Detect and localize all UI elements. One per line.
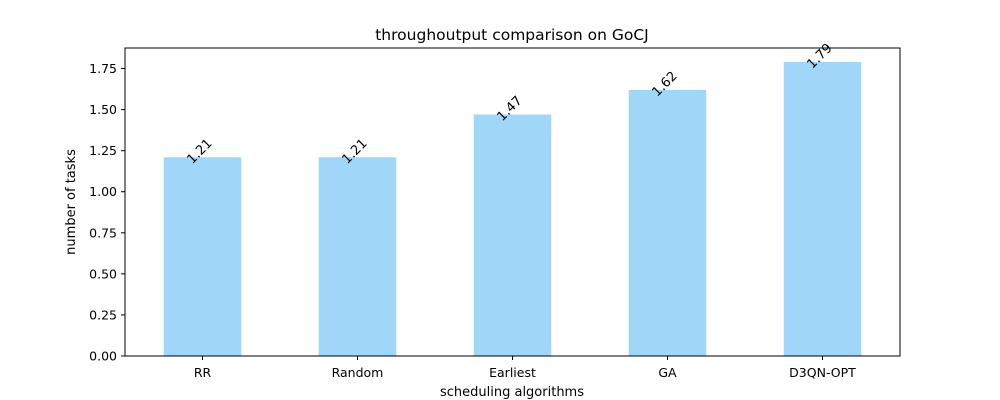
x-tick-label: Random — [332, 365, 384, 380]
bars-group — [163, 61, 862, 356]
y-tick-label: 0.00 — [89, 349, 117, 364]
y-tick-label: 1.50 — [89, 102, 117, 117]
x-tick-label: GA — [658, 365, 677, 380]
bar-rr — [163, 157, 242, 356]
bar-d3qn-opt — [783, 61, 862, 356]
x-tick-label: Earliest — [489, 365, 536, 380]
x-axis: RR Random Earliest GA D3QN-OPT — [194, 356, 856, 380]
x-tick-label: D3QN-OPT — [789, 365, 856, 380]
x-tick-label: RR — [194, 365, 212, 380]
y-tick-label: 1.75 — [89, 61, 117, 76]
y-tick-label: 1.00 — [89, 184, 117, 199]
chart-title: throughoutput comparison on GoCJ — [375, 26, 649, 44]
bar-ga — [628, 89, 707, 356]
bar-random — [318, 157, 397, 356]
plot-frame — [124, 47, 901, 357]
y-axis-label: number of tasks — [64, 149, 79, 255]
y-axis: 0.00 0.25 0.50 0.75 1.00 1.25 1.50 1.75 — [89, 61, 125, 364]
x-axis-label: scheduling algorithms — [440, 385, 584, 400]
y-tick-label: 0.75 — [89, 225, 117, 240]
y-tick-label: 0.25 — [89, 307, 117, 322]
y-tick-label: 1.25 — [89, 143, 117, 158]
y-tick-label: 0.50 — [89, 266, 117, 281]
bar-earliest — [473, 114, 552, 356]
